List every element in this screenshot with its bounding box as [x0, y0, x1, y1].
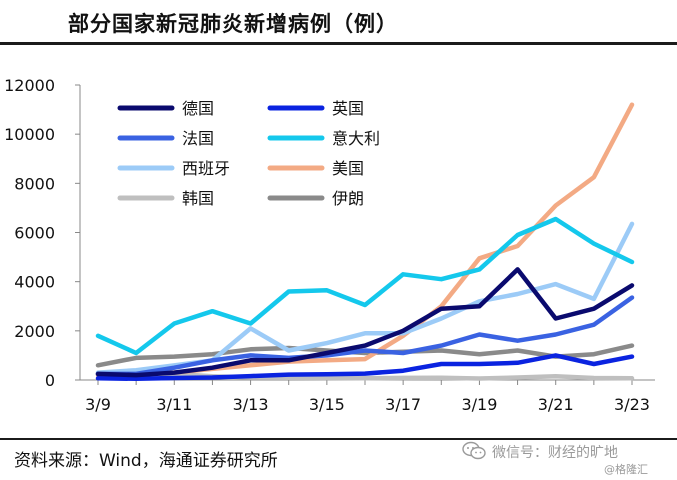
- x-tick-label: 3/15: [309, 395, 345, 414]
- legend-label: 伊朗: [332, 189, 364, 208]
- source-note: 资料来源：Wind，海通证券研究所: [14, 451, 278, 471]
- wechat-icon: [462, 441, 486, 460]
- x-tick-label: 3/17: [385, 395, 421, 414]
- legend-label: 美国: [332, 159, 364, 178]
- y-axis: 0 2000 4000 6000 8000 10000 12000: [4, 76, 81, 390]
- series-lines: [95, 102, 635, 382]
- y-tick-label: 10000: [4, 125, 55, 144]
- watermark-wechat-id: 微信号：财经的旷地: [492, 445, 618, 461]
- footer-divider: [0, 438, 677, 440]
- y-tick-label: 6000: [14, 224, 55, 243]
- series-line-4: [95, 216, 635, 356]
- legend-label: 德国: [182, 99, 214, 118]
- watermark-brand: @格隆汇: [604, 463, 648, 476]
- y-tick-label: 8000: [14, 174, 55, 193]
- y-tick-label: 2000: [14, 322, 55, 341]
- title-divider: [0, 42, 677, 45]
- legend-label: 西班牙: [182, 159, 230, 178]
- legend-label: 意大利: [332, 129, 380, 148]
- legend-label: 法国: [182, 129, 214, 148]
- y-tick-label: 12000: [4, 76, 55, 95]
- legend-label: 英国: [332, 99, 364, 118]
- y-tick-label: 0: [45, 371, 55, 390]
- x-tick-label: 3/13: [233, 395, 269, 414]
- x-tick-label: 3/21: [538, 395, 574, 414]
- series-line-7: [95, 370, 635, 381]
- x-axis: 3/9 3/11 3/13 3/15 3/17 3/19 3/21 3/23: [80, 379, 655, 414]
- series-line-1: [95, 267, 635, 378]
- series-line-2: [95, 353, 635, 382]
- series-line-3: [95, 295, 635, 377]
- series-line-8: [95, 343, 635, 368]
- y-tick-label: 4000: [14, 273, 55, 292]
- x-tick-label: 3/11: [156, 395, 192, 414]
- x-tick-label: 3/23: [614, 395, 650, 414]
- chart-title: 部分国家新冠肺炎新增病例（例）: [68, 12, 398, 36]
- x-tick-label: 3/9: [85, 395, 111, 414]
- x-tick-label: 3/19: [461, 395, 497, 414]
- legend-label: 韩国: [182, 189, 214, 208]
